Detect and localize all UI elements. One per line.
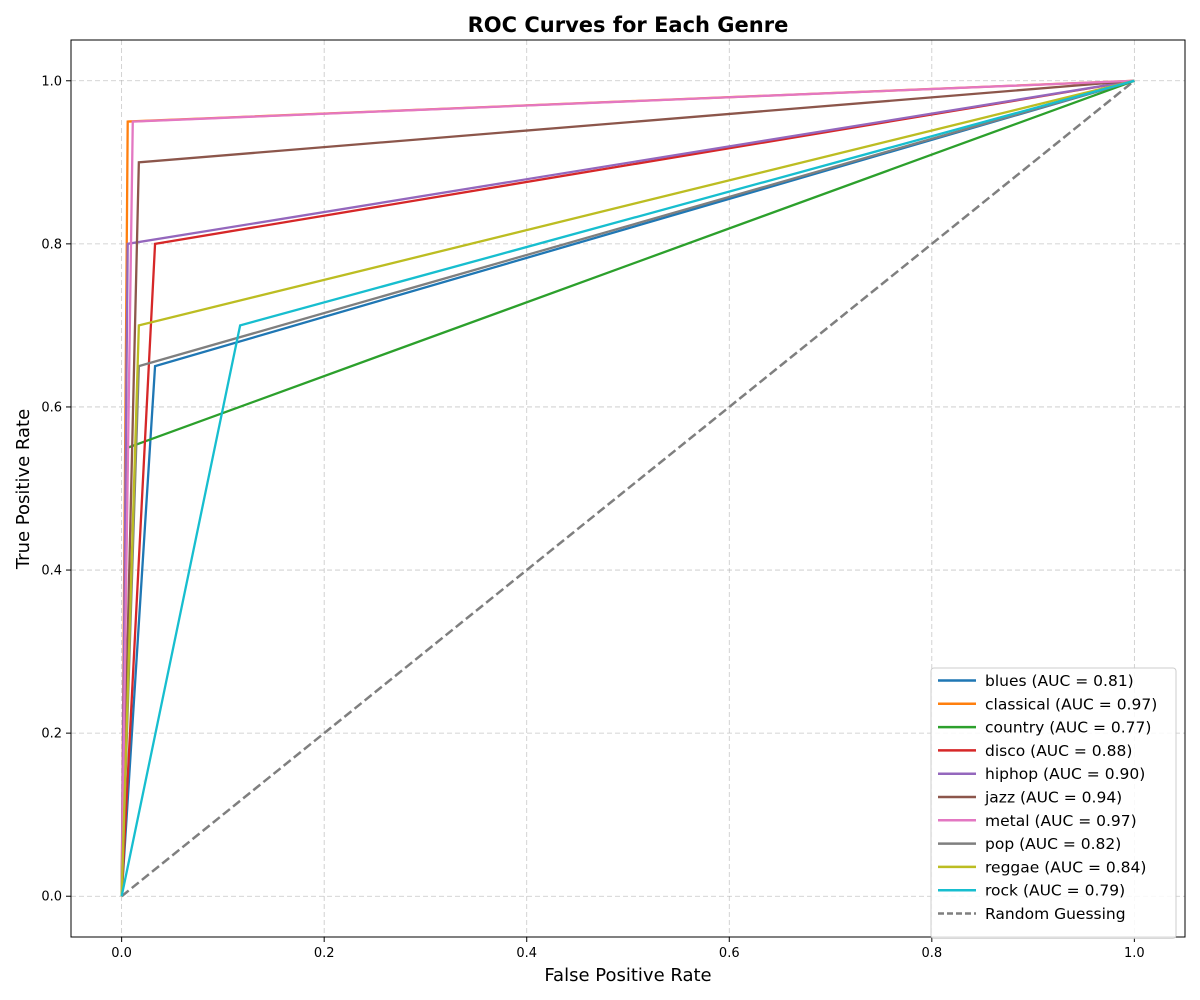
legend-box (930, 667, 1177, 939)
series-line-metal (120, 79, 1135, 897)
y-tick-label: 0.6 (41, 400, 62, 415)
legend-label-rock: rock (AUC = 0.79) (985, 882, 1125, 900)
legend-label-jazz: jazz (AUC = 0.94) (984, 789, 1122, 807)
plot-frame (70, 39, 1186, 938)
x-tick-label: 0.0 (111, 946, 132, 961)
series-line-rock (120, 79, 1135, 897)
x-tick-label: 0.4 (516, 946, 537, 961)
legend-label-metal: metal (AUC = 0.97) (985, 812, 1137, 830)
series-line-jazz (120, 79, 1135, 897)
legend-label-country: country (AUC = 0.77) (985, 719, 1151, 737)
series-line-blues (120, 79, 1135, 897)
x-tick-label: 0.8 (921, 946, 942, 961)
legend-label-reggae: reggae (AUC = 0.84) (985, 858, 1146, 876)
legend-label-blues: blues (AUC = 0.81) (985, 672, 1134, 690)
legend-label-pop: pop (AUC = 0.82) (985, 835, 1121, 853)
series-line-disco (120, 79, 1135, 897)
legend-label-classical: classical (AUC = 0.97) (985, 695, 1157, 713)
legend-label-hiphop: hiphop (AUC = 0.90) (985, 765, 1145, 783)
random-guessing-line-group (120, 79, 1136, 898)
legend-label-random-guessing: Random Guessing (985, 905, 1126, 923)
y-axis-label: True Positive Rate (13, 409, 34, 570)
y-tick-label: 0.8 (41, 237, 62, 252)
x-tick-label: 0.2 (314, 946, 335, 961)
legend: blues (AUC = 0.81) classical (AUC = 0.97)… (930, 667, 1177, 939)
x-axis-label: False Positive Rate (544, 965, 711, 986)
series-group (120, 79, 1135, 897)
y-tick-label: 0.4 (41, 564, 62, 579)
legend-label-disco: disco (AUC = 0.88) (985, 742, 1132, 760)
chart-title: ROC Curves for Each Genre (468, 13, 789, 37)
x-tick-label: 0.6 (719, 946, 740, 961)
y-tick-label: 1.0 (41, 74, 62, 89)
y-tick-label: 0.2 (41, 727, 62, 742)
series-line-reggae (120, 79, 1135, 897)
y-tick-label: 0.0 (41, 890, 62, 905)
random-guessing-line (120, 79, 1136, 898)
axis-ticks: 0.0 0.2 0.4 0.6 0.8 1.0 0.0 0.2 0.4 0.6 0.8 1.0 (41, 74, 1144, 961)
x-tick-label: 1.0 (1124, 946, 1145, 961)
